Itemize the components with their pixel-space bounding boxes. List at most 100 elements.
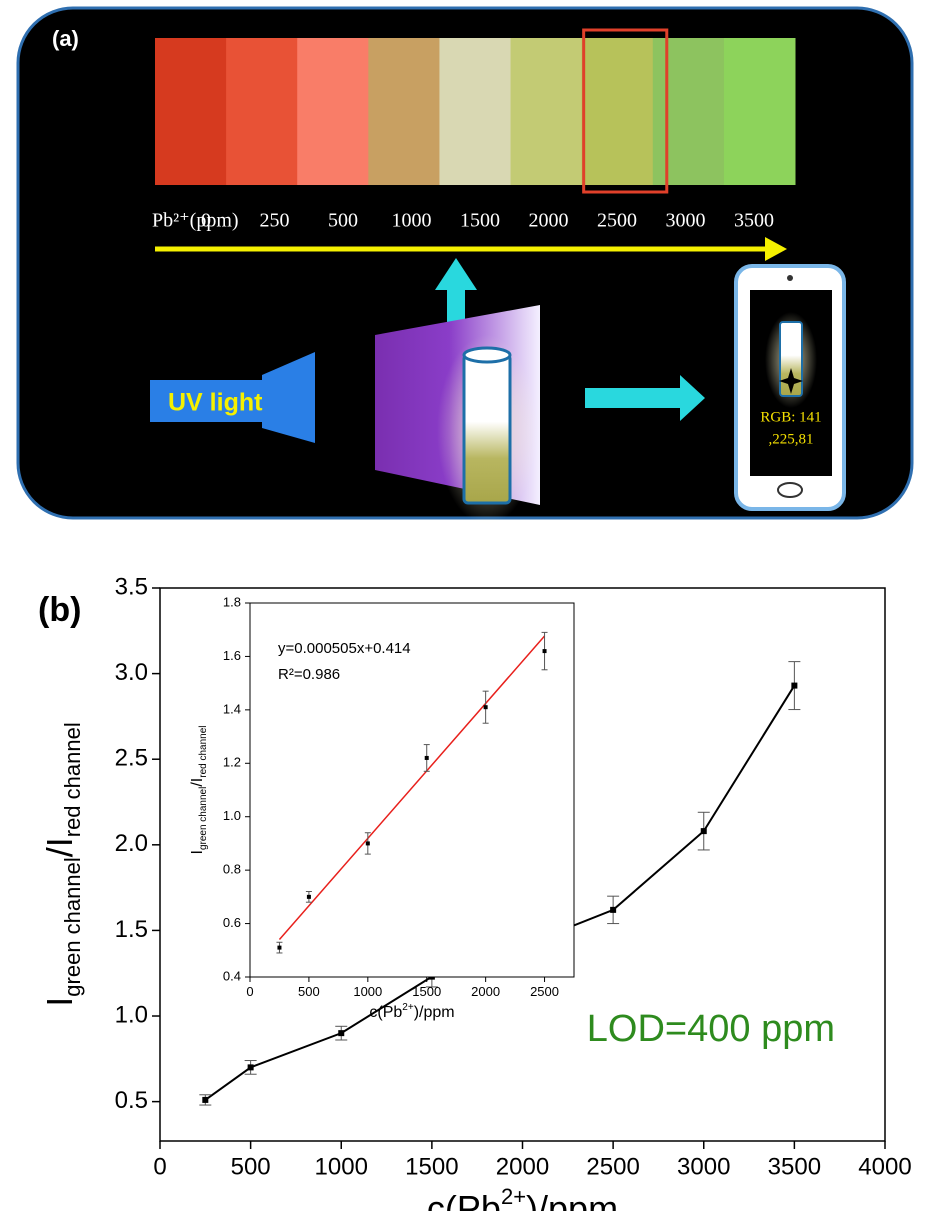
x-tick-label: 0 <box>153 1154 166 1181</box>
data-point <box>424 755 429 760</box>
data-point <box>483 705 488 710</box>
x-tick-label: 1500 <box>405 1154 458 1181</box>
sample-tube <box>462 353 512 505</box>
x-tick-label: 2000 <box>496 1154 549 1181</box>
y-tick-label: 3.0 <box>115 659 148 686</box>
phone-camera <box>787 275 793 281</box>
axis-title: c(Pb2+)/ppm <box>369 1002 454 1021</box>
data-point <box>202 1096 209 1103</box>
data-point <box>277 945 282 950</box>
color-strip <box>155 28 796 194</box>
data-point <box>338 1030 345 1037</box>
y-tick-label: 0.8 <box>223 862 241 877</box>
data-point <box>700 828 707 835</box>
axis-title-part: )/ppm <box>526 1188 618 1211</box>
plot-frame <box>249 602 575 978</box>
panel-label: (b) <box>38 591 81 629</box>
concentration-label: 0 <box>201 210 211 232</box>
data-point <box>610 906 617 913</box>
phone-star <box>779 368 803 394</box>
tube-top <box>462 346 512 364</box>
concentration-label: 1500 <box>460 210 500 232</box>
light-label: UV light <box>168 389 263 417</box>
color-swatch <box>652 38 725 185</box>
concentration-label: 250 <box>260 210 290 232</box>
phone-button <box>777 482 803 498</box>
fit-line <box>278 635 546 941</box>
color-swatch <box>297 38 369 185</box>
annotation: R²=0.986 <box>278 666 340 683</box>
axis-title-part: I <box>39 997 80 1007</box>
axis-title-part: 2+ <box>402 1002 414 1013</box>
flashlight-body <box>150 380 265 422</box>
x-tick-label: 2500 <box>586 1154 639 1181</box>
concentration-label: 3500 <box>734 210 774 232</box>
concentration-label: 500 <box>328 210 358 232</box>
axis-title: Igreen channel/Ired channel <box>39 722 86 1006</box>
charts: 0 500 1000 1500 2000 2500 3000 3500 4000 0.5 1.0 1.… <box>39 573 912 1211</box>
axis-title-part: c(Pb <box>427 1188 501 1211</box>
x-tick-label: 2000 <box>471 984 500 999</box>
concentration-label: 2000 <box>529 210 569 232</box>
panel-label: (a) <box>52 26 79 51</box>
color-swatch <box>368 38 440 185</box>
y-tick-label: 2.0 <box>115 830 148 857</box>
y-tick-label: 1.6 <box>223 648 241 663</box>
y-tick-label: 2.5 <box>115 745 148 772</box>
y-tick-label: 0.4 <box>223 968 241 983</box>
axis-title-part: 2+ <box>501 1184 526 1209</box>
axis-title-part: green channel <box>60 857 85 996</box>
x-tick-label: 4000 <box>858 1154 911 1181</box>
phone-tube <box>779 321 803 397</box>
yellow-arrow-head <box>765 237 787 261</box>
phone-text: RGB: 141 <box>760 409 821 425</box>
concentration-label: 2500 <box>597 210 637 232</box>
axis-title-part: I <box>189 850 206 854</box>
concentration-labels: 0 250 500 1000 1500 2000 2500 3000 3500 <box>201 210 774 232</box>
y-tick-label: 1.2 <box>223 755 241 770</box>
up-arrow <box>435 258 477 322</box>
y-tick-label: 3.5 <box>115 573 148 600</box>
color-swatch <box>510 38 583 185</box>
x-tick-label: 500 <box>231 1154 271 1181</box>
concentration-label: 3000 <box>666 210 706 232</box>
data-point <box>791 682 798 689</box>
color-swatch <box>439 38 512 185</box>
axis-label: Pb²⁺(ppm) <box>152 210 239 232</box>
axis-title-part: /I <box>189 778 206 787</box>
x-tick-label: 500 <box>298 984 320 999</box>
concentration-label: 1000 <box>392 210 432 232</box>
x-tick-label: 1500 <box>412 984 441 999</box>
flashlight-head <box>262 352 315 443</box>
y-tick-label: 0.5 <box>115 1087 148 1114</box>
x-tick-label: 2500 <box>530 984 559 999</box>
highlight-box <box>582 28 669 194</box>
y-tick-label: 1.8 <box>223 594 241 609</box>
y-tick-label: 1.0 <box>223 808 241 823</box>
axis-title-part: )/ppm <box>414 1004 455 1021</box>
y-tick-label: 1.4 <box>223 701 241 716</box>
axis-title-part: green channel <box>198 787 209 850</box>
data-point <box>306 894 311 899</box>
x-tick-label: 3500 <box>768 1154 821 1181</box>
data-point <box>542 649 547 654</box>
x-tick-label: 3000 <box>677 1154 730 1181</box>
color-swatch <box>226 38 298 185</box>
phone-text: ,225,81 <box>769 431 814 447</box>
data-point <box>247 1064 254 1071</box>
color-swatch <box>581 38 654 185</box>
data-point <box>365 841 370 846</box>
right-arrow <box>585 375 705 421</box>
y-tick-label: 1.0 <box>115 1001 148 1028</box>
axis-title-part: /I <box>39 837 80 857</box>
y-tick-label: 1.5 <box>115 916 148 943</box>
annotation: LOD=400 ppm <box>587 1008 835 1050</box>
inset-chart: 0 500 1000 1500 2000 2500 0.4 0.6 0.8 1.0 1.2 1.4 1.… <box>189 594 575 1021</box>
axis-title: c(Pb2+)/ppm <box>427 1184 618 1211</box>
axis-title: Igreen channel/Ired channel <box>189 726 209 855</box>
annotation: y=0.000505x+0.414 <box>278 640 411 657</box>
axis-title-part: c(Pb <box>369 1004 402 1021</box>
x-tick-label: 1000 <box>315 1154 368 1181</box>
color-swatch <box>723 38 796 185</box>
